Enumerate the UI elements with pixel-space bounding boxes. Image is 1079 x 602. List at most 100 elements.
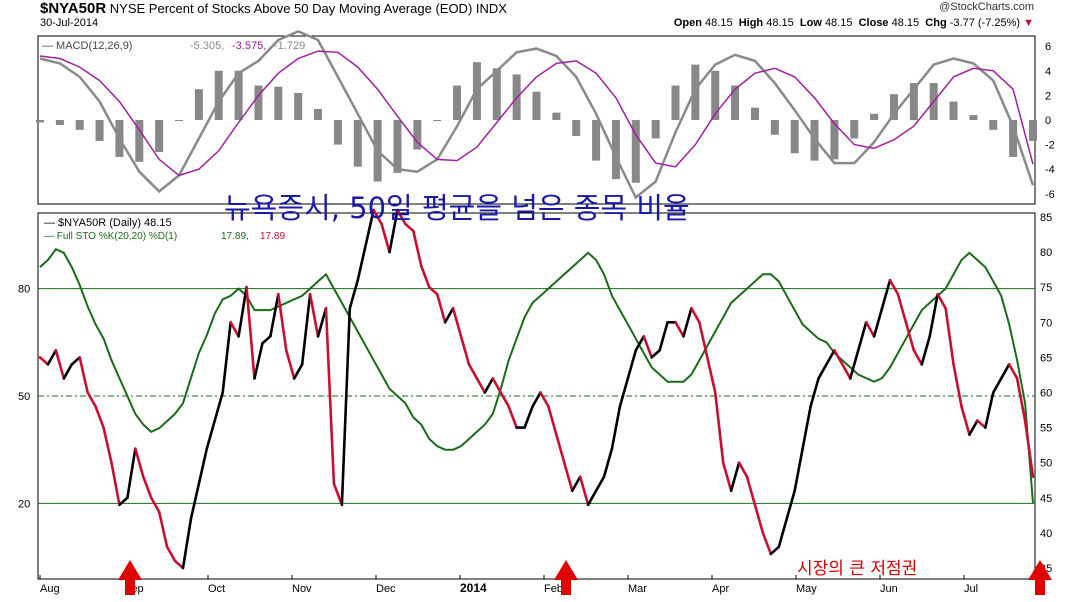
signal-line <box>39 50 1034 177</box>
x-tick-label: 2014 <box>460 581 487 595</box>
sto-tick-label: 20 <box>18 498 30 510</box>
ohlc-summary: Open 48.15 High 48.15 Low 48.15 Close 48… <box>674 17 1034 29</box>
macd-histogram-bar <box>969 115 978 120</box>
macd-histogram-bar <box>234 70 243 120</box>
price-segment <box>991 377 1003 394</box>
price-segment <box>277 292 288 352</box>
price-segment <box>618 377 630 408</box>
x-tick-label: Oct <box>208 583 225 595</box>
korean-title-annotation: 뉴욕증시, 50일 평균을 넘은 종목 비율 <box>224 191 690 225</box>
red-arrow-icon <box>1028 560 1052 595</box>
price-segment <box>134 447 145 479</box>
open-value: 48.15 <box>705 17 733 29</box>
price-segment <box>54 349 66 380</box>
macd-histogram-bar <box>790 120 799 154</box>
price-segment <box>181 517 193 570</box>
price-segment <box>809 377 820 408</box>
down-triangle-icon: ▼ <box>1023 17 1034 29</box>
price-segment <box>705 356 717 394</box>
close-value: 48.15 <box>891 17 920 29</box>
price-tick-label: 65 <box>1040 352 1052 364</box>
price-segment <box>253 342 264 380</box>
price-layer: — $NYA50R (Daily) 48.15 — Full STO %K(20,… <box>38 208 1035 570</box>
macd-histogram-bar <box>949 101 958 120</box>
price-segment <box>896 292 908 324</box>
price-segment <box>634 335 646 352</box>
low-label: Low <box>799 17 822 29</box>
sto-tick-label: 50 <box>18 391 30 403</box>
price-tick-label: 70 <box>1040 317 1052 329</box>
price-segment <box>173 559 185 570</box>
price-segment <box>841 363 852 380</box>
price-segment <box>920 335 932 366</box>
macd-histogram-bar <box>413 120 422 150</box>
price-segment <box>46 349 58 366</box>
macd-legend-value: -5.305, <box>190 40 224 52</box>
macd-histogram-bar <box>611 120 620 180</box>
macd-tick-label: 2 <box>1045 90 1051 102</box>
macd-histogram-bar <box>194 89 203 120</box>
price-tick-label: 75 <box>1040 282 1052 294</box>
price-segment <box>499 391 510 408</box>
price-segment <box>110 461 121 507</box>
macd-histogram-bar <box>36 120 44 123</box>
macd-histogram-bar <box>989 120 998 130</box>
price-segment <box>412 229 423 268</box>
price-segment <box>999 363 1011 380</box>
price-segment <box>300 292 312 366</box>
open-label: Open <box>673 17 702 29</box>
sto-legend-value-k: 17.89, <box>221 231 249 242</box>
price-segment <box>491 377 503 394</box>
price-segment <box>864 320 876 338</box>
price-segment <box>324 306 336 486</box>
price-segment <box>78 356 89 394</box>
macd-histogram-bar <box>532 91 541 120</box>
price-segment <box>364 208 375 247</box>
price-segment <box>960 405 971 436</box>
macd-histogram-bar <box>333 120 342 145</box>
price-segment <box>642 335 653 359</box>
macd-histogram-bar <box>294 92 303 120</box>
price-segment <box>70 356 82 366</box>
macd-histogram-bar <box>55 120 64 125</box>
price-segment <box>594 475 606 493</box>
bottom-note-annotation: 시장의 큰 저점권 <box>797 559 917 579</box>
macd-histogram-bar <box>214 70 223 120</box>
price-segment <box>475 377 487 394</box>
price-segment <box>602 447 614 479</box>
price-segment <box>459 335 471 366</box>
price-segment <box>825 349 836 366</box>
price-tick-label: 60 <box>1040 387 1052 399</box>
macd-histogram-bar <box>770 120 779 135</box>
macd-layer: — MACD(12,26,9) -5.305, -3.575, -1.729 <box>36 30 1037 200</box>
red-arrow-icon <box>554 560 578 595</box>
price-segment <box>284 349 296 380</box>
price-segment <box>340 306 352 507</box>
macd-tick-label: 6 <box>1045 41 1051 53</box>
price-segment <box>586 489 598 507</box>
price-segment <box>626 349 638 380</box>
price-segment <box>197 447 209 486</box>
price-tick-label: 45 <box>1040 493 1052 505</box>
symbol: $NYA50R <box>40 0 107 17</box>
macd-histogram-bar <box>870 113 879 120</box>
macd-line <box>39 30 1035 200</box>
price-segment <box>888 278 900 296</box>
signal-legend-value: -3.575, <box>232 40 266 52</box>
macd-histogram-bar <box>1029 120 1037 141</box>
price-segment <box>443 306 455 324</box>
price-segment <box>856 320 868 352</box>
x-tick-label: Dec <box>376 583 396 595</box>
price-tick-label: 80 <box>1040 247 1052 259</box>
price-segment <box>976 419 987 429</box>
price-segment <box>690 306 701 324</box>
price-segment <box>1023 419 1035 479</box>
macd-histogram-bar <box>314 108 323 120</box>
price-segment <box>245 285 256 380</box>
close-label: Close <box>858 17 889 29</box>
price-segment <box>658 320 669 352</box>
macd-tick-label: -6 <box>1045 189 1055 201</box>
macd-histogram-bar <box>1009 120 1018 157</box>
macd-histogram-bar <box>75 120 84 130</box>
